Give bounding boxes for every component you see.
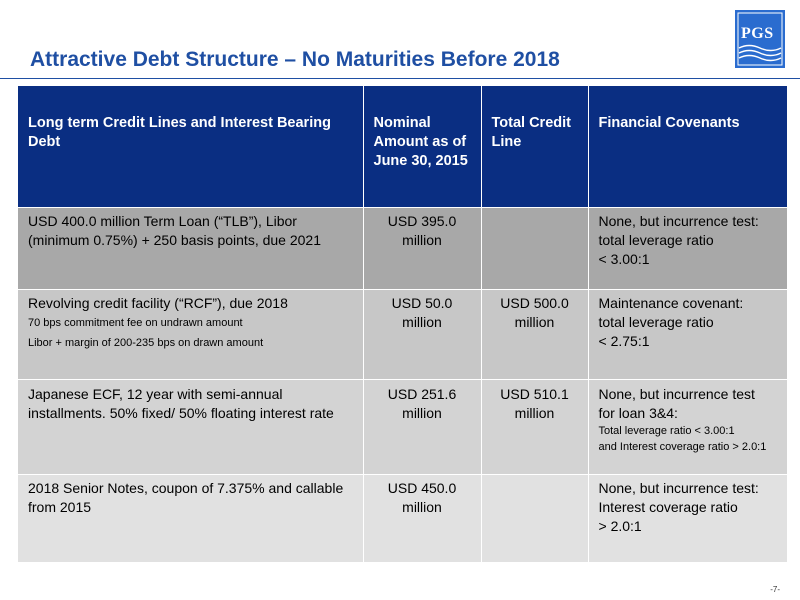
debt-note: Libor + margin of 200-235 bps on drawn a… xyxy=(28,336,264,349)
covenant-cell: None, but incurrence test: total leverag… xyxy=(588,207,788,290)
debt-cell: 2018 Senior Notes, coupon of 7.375% and … xyxy=(18,474,364,563)
header-credit-line: Total Credit Line xyxy=(481,86,589,208)
covenant-line: None, but incurrence test: xyxy=(598,212,759,229)
covenant-cell: None, but incurrence test: Interest cove… xyxy=(588,474,788,563)
table-row: Revolving credit facility (“RCF”), due 2… xyxy=(18,289,788,380)
debt-title: Revolving credit facility (“RCF”), due 2… xyxy=(28,294,288,311)
covenant-line: None, but incurrence test: xyxy=(598,479,759,496)
debt-note: 70 bps commitment fee on undrawn amount xyxy=(28,316,243,329)
title-divider xyxy=(0,78,800,79)
covenant-cell: Maintenance covenant: total leverage rat… xyxy=(588,289,788,380)
covenant-line: < 3.00:1 xyxy=(598,250,650,267)
table-row: USD 400.0 million Term Loan (“TLB”), Lib… xyxy=(18,207,788,290)
debt-cell: USD 400.0 million Term Loan (“TLB”), Lib… xyxy=(18,207,364,290)
nominal-cell: USD 450.0 million xyxy=(363,474,482,563)
covenant-line: Interest coverage ratio xyxy=(598,498,738,515)
covenant-line: > 2.0:1 xyxy=(598,517,642,534)
header-covenants: Financial Covenants xyxy=(588,86,788,208)
nominal-cell: USD 251.6 million xyxy=(363,379,482,475)
logo-text: PGS xyxy=(741,25,774,42)
covenant-cell: None, but incurrence test for loan 3&4: … xyxy=(588,379,788,475)
debt-cell: Revolving credit facility (“RCF”), due 2… xyxy=(18,289,364,380)
debt-cell: Japanese ECF, 12 year with semi-annual i… xyxy=(18,379,364,475)
covenant-line: None, but incurrence test xyxy=(598,385,755,402)
header-nominal: Nominal Amount as of June 30, 2015 xyxy=(363,86,482,208)
header-debt: Long term Credit Lines and Interest Bear… xyxy=(18,86,364,208)
table-header-row: Long term Credit Lines and Interest Bear… xyxy=(18,86,788,208)
covenant-line: for loan 3&4: xyxy=(598,404,678,421)
table-row: 2018 Senior Notes, coupon of 7.375% and … xyxy=(18,474,788,563)
covenant-line: < 2.75:1 xyxy=(598,332,650,349)
credit-line-cell xyxy=(481,207,589,290)
debt-table: Long term Credit Lines and Interest Bear… xyxy=(18,86,788,563)
covenant-line: Maintenance covenant: xyxy=(598,294,744,311)
credit-line-cell: USD 510.1 million xyxy=(481,379,589,475)
covenant-note: and Interest coverage ratio > 2.0:1 xyxy=(598,440,767,453)
nominal-cell: USD 395.0 million xyxy=(363,207,482,290)
covenant-note: Total leverage ratio < 3.00:1 xyxy=(598,424,735,437)
credit-line-cell: USD 500.0 million xyxy=(481,289,589,380)
table-row: Japanese ECF, 12 year with semi-annual i… xyxy=(18,379,788,475)
page-number: -7- xyxy=(770,585,780,594)
covenant-line: total leverage ratio xyxy=(598,313,714,330)
nominal-cell: USD 50.0 million xyxy=(363,289,482,380)
credit-line-cell xyxy=(481,474,589,563)
pgs-logo: PGS xyxy=(735,10,785,68)
pgs-logo-mark xyxy=(735,10,785,68)
covenant-line: total leverage ratio xyxy=(598,231,714,248)
slide-title: Attractive Debt Structure – No Maturitie… xyxy=(30,48,560,71)
